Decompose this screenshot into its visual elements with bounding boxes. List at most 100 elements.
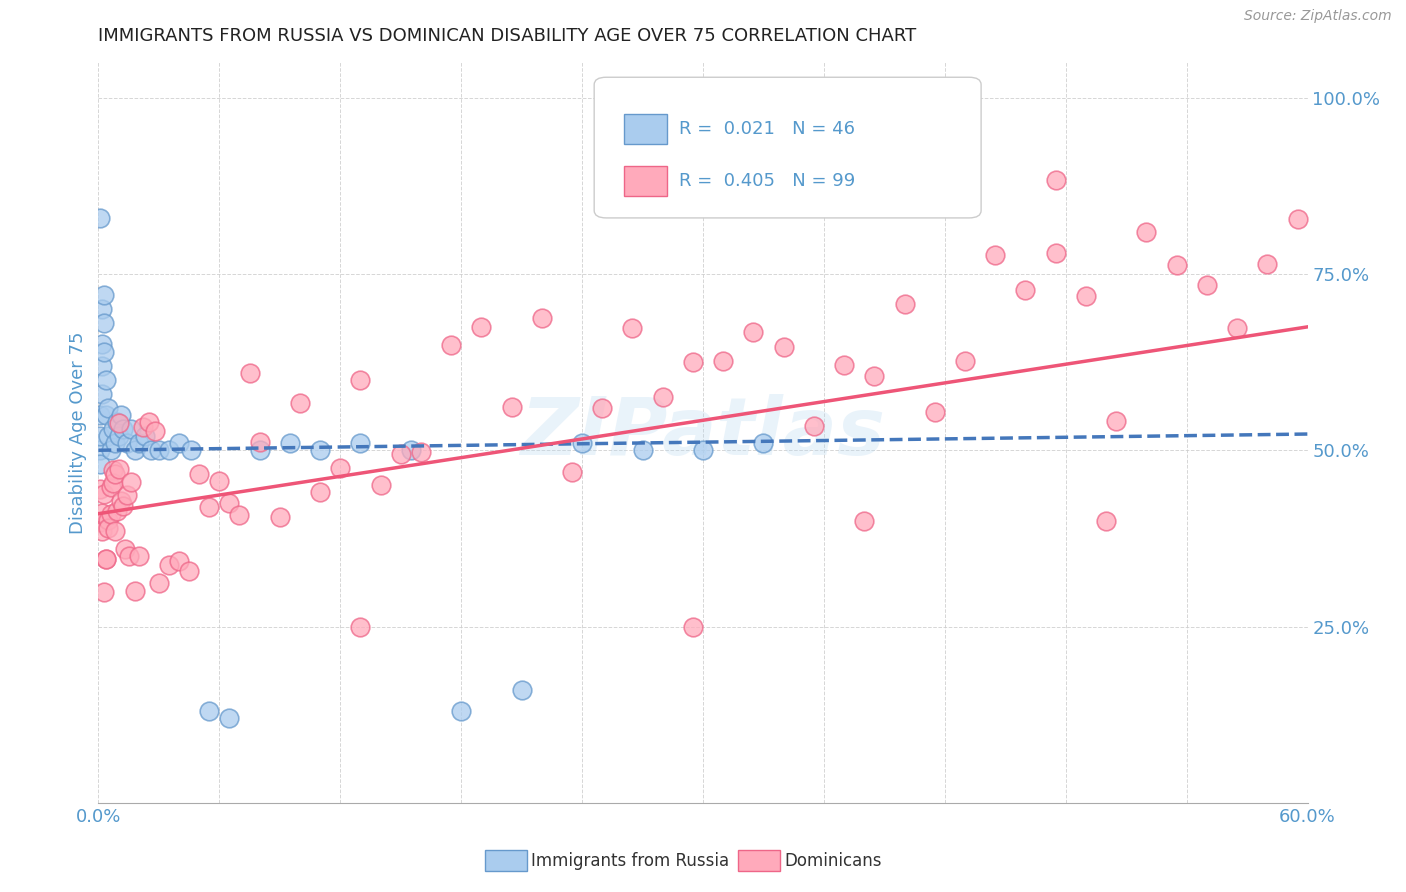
- Point: [329, 461, 352, 475]
- Point: [269, 509, 291, 524]
- Point: [1347, 224, 1369, 238]
- Point: [132, 419, 155, 434]
- Y-axis label: Disability Age Over 75: Disability Age Over 75: [69, 331, 87, 534]
- Point: [96, 373, 118, 387]
- Point: [198, 704, 221, 718]
- Point: [953, 354, 976, 368]
- Point: [249, 443, 271, 458]
- Point: [97, 429, 120, 443]
- Point: [107, 417, 129, 431]
- Point: [631, 443, 654, 458]
- Point: [157, 558, 180, 573]
- Point: [239, 366, 262, 380]
- Point: [111, 499, 134, 513]
- Point: [1045, 173, 1067, 187]
- Point: [93, 344, 115, 359]
- Point: [124, 583, 146, 598]
- Point: [89, 408, 111, 422]
- Point: [115, 487, 138, 501]
- Point: [134, 429, 156, 443]
- Point: [96, 552, 118, 566]
- Point: [101, 422, 124, 436]
- Point: [561, 465, 583, 479]
- Point: [128, 436, 150, 450]
- Point: [91, 387, 114, 401]
- Point: [863, 368, 886, 383]
- Point: [143, 424, 166, 438]
- Point: [530, 310, 553, 325]
- Point: [853, 514, 876, 528]
- Point: [124, 443, 146, 458]
- Point: [89, 429, 111, 443]
- Text: R =  0.021   N = 46: R = 0.021 N = 46: [679, 120, 855, 138]
- Point: [288, 396, 311, 410]
- Point: [1045, 245, 1067, 260]
- Point: [167, 554, 190, 568]
- Point: [103, 524, 125, 538]
- Point: [1316, 218, 1339, 232]
- Point: [1256, 257, 1278, 271]
- Point: [180, 443, 202, 458]
- Point: [91, 302, 114, 317]
- Point: [107, 429, 129, 443]
- Point: [510, 683, 533, 698]
- Point: [349, 436, 371, 450]
- Point: [893, 297, 915, 311]
- Point: [591, 401, 613, 415]
- Point: [198, 500, 221, 514]
- Point: [682, 619, 704, 633]
- Point: [97, 512, 120, 526]
- Point: [249, 435, 271, 450]
- Point: [924, 405, 946, 419]
- Text: ZIPatlas: ZIPatlas: [520, 393, 886, 472]
- Point: [389, 447, 412, 461]
- Point: [349, 619, 371, 633]
- Point: [1398, 209, 1406, 223]
- Text: Source: ZipAtlas.com: Source: ZipAtlas.com: [1244, 9, 1392, 23]
- Point: [128, 549, 150, 563]
- Point: [93, 288, 115, 302]
- Point: [167, 436, 190, 450]
- Point: [218, 711, 240, 725]
- Point: [97, 401, 120, 415]
- Point: [110, 408, 132, 422]
- Point: [1074, 289, 1097, 303]
- Point: [440, 338, 463, 352]
- Point: [89, 483, 111, 497]
- Point: [89, 515, 111, 529]
- Point: [309, 484, 332, 499]
- Point: [399, 443, 422, 458]
- Point: [1135, 225, 1157, 239]
- Point: [139, 443, 162, 458]
- Point: [1095, 514, 1118, 528]
- Point: [278, 436, 301, 450]
- Point: [91, 337, 114, 351]
- Point: [111, 422, 134, 436]
- Text: R =  0.405   N = 99: R = 0.405 N = 99: [679, 172, 855, 190]
- Point: [228, 508, 250, 523]
- Point: [309, 443, 332, 458]
- Point: [114, 542, 136, 557]
- Point: [692, 443, 714, 458]
- Point: [208, 474, 231, 488]
- Point: [179, 564, 201, 578]
- Point: [349, 373, 371, 387]
- Point: [409, 445, 432, 459]
- Point: [105, 504, 128, 518]
- FancyBboxPatch shape: [624, 166, 666, 195]
- Point: [100, 479, 122, 493]
- Point: [93, 585, 115, 599]
- Point: [115, 436, 138, 450]
- Point: [93, 487, 115, 501]
- Point: [100, 507, 122, 521]
- Point: [803, 418, 825, 433]
- Point: [120, 475, 142, 490]
- Point: [100, 443, 122, 458]
- Point: [103, 436, 125, 450]
- Point: [138, 415, 160, 429]
- Point: [953, 91, 976, 105]
- Point: [1105, 414, 1128, 428]
- Point: [97, 521, 120, 535]
- Point: [118, 549, 141, 564]
- Point: [984, 248, 1007, 262]
